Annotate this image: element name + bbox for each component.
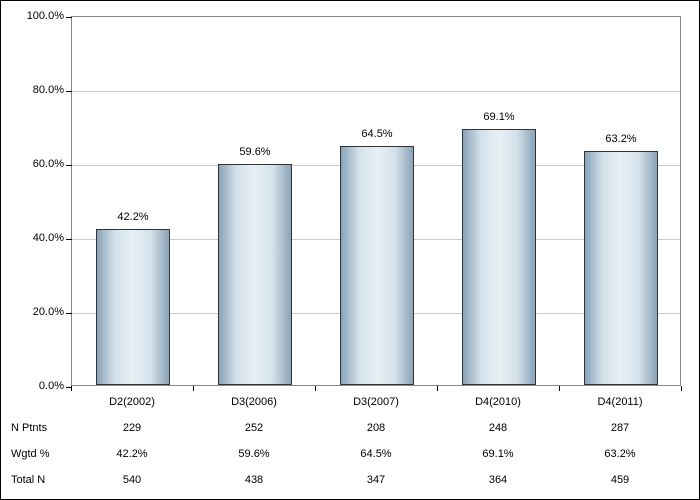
yaxis-label: 0.0% <box>9 380 64 392</box>
bar-value-label: 42.2% <box>117 211 148 223</box>
table-cell: 208 <box>367 422 385 434</box>
table-cell: 252 <box>245 422 263 434</box>
table-row-header: N Ptnts <box>11 422 47 434</box>
table-cell: 69.1% <box>482 448 513 460</box>
table-cell: 63.2% <box>604 448 635 460</box>
yaxis-label: 60.0% <box>9 158 64 170</box>
table-cell: 42.2% <box>116 448 147 460</box>
table-cell: 347 <box>367 474 385 486</box>
bar-value-label: 64.5% <box>361 128 392 140</box>
bar-value-label: 63.2% <box>605 133 636 145</box>
bar <box>340 146 413 385</box>
table-cell: 540 <box>123 474 141 486</box>
table-cell: 287 <box>611 422 629 434</box>
yaxis-label: 20.0% <box>9 306 64 318</box>
ytick <box>66 313 72 314</box>
yaxis-label: 80.0% <box>9 84 64 96</box>
xaxis-category-label: D3(2007) <box>353 396 399 408</box>
bar <box>584 151 657 385</box>
yaxis-label: 40.0% <box>9 232 64 244</box>
table-row-header: Wgtd % <box>11 448 50 460</box>
gridline <box>72 91 680 92</box>
xaxis-table: D2(2002) D3(2006) D3(2007) D4(2010) D4(2011)… <box>71 386 681 496</box>
table-cell: 459 <box>611 474 629 486</box>
table-cell: 59.6% <box>238 448 269 460</box>
xtick <box>315 386 316 391</box>
bar <box>462 129 535 385</box>
table-cell: 229 <box>123 422 141 434</box>
xtick <box>193 386 194 391</box>
ytick <box>66 91 72 92</box>
xaxis-category-label: D2(2002) <box>109 396 155 408</box>
ytick <box>66 239 72 240</box>
table-cell: 64.5% <box>360 448 391 460</box>
table-cell: 248 <box>489 422 507 434</box>
chart-container: 42.2% 59.6% 64.5% 69.1% 63.2% 0.0% 20.0% 40.0%… <box>0 0 700 500</box>
table-cell: 438 <box>245 474 263 486</box>
ytick <box>66 17 72 18</box>
xaxis-category-label: D4(2010) <box>475 396 521 408</box>
bar <box>218 164 291 385</box>
xaxis-category-label: D4(2011) <box>597 396 642 408</box>
plot-area: 42.2% 59.6% 64.5% 69.1% 63.2% <box>71 16 681 386</box>
xtick <box>437 386 438 391</box>
ytick <box>66 165 72 166</box>
xtick <box>681 386 682 391</box>
xaxis-category-label: D3(2006) <box>231 396 277 408</box>
bar <box>96 229 169 385</box>
bar-value-label: 59.6% <box>239 146 270 158</box>
table-row-header: Total N <box>11 474 45 486</box>
yaxis-label: 100.0% <box>9 10 64 22</box>
bar-value-label: 69.1% <box>483 111 514 123</box>
xtick <box>559 386 560 391</box>
table-cell: 364 <box>489 474 507 486</box>
xtick <box>71 386 72 391</box>
